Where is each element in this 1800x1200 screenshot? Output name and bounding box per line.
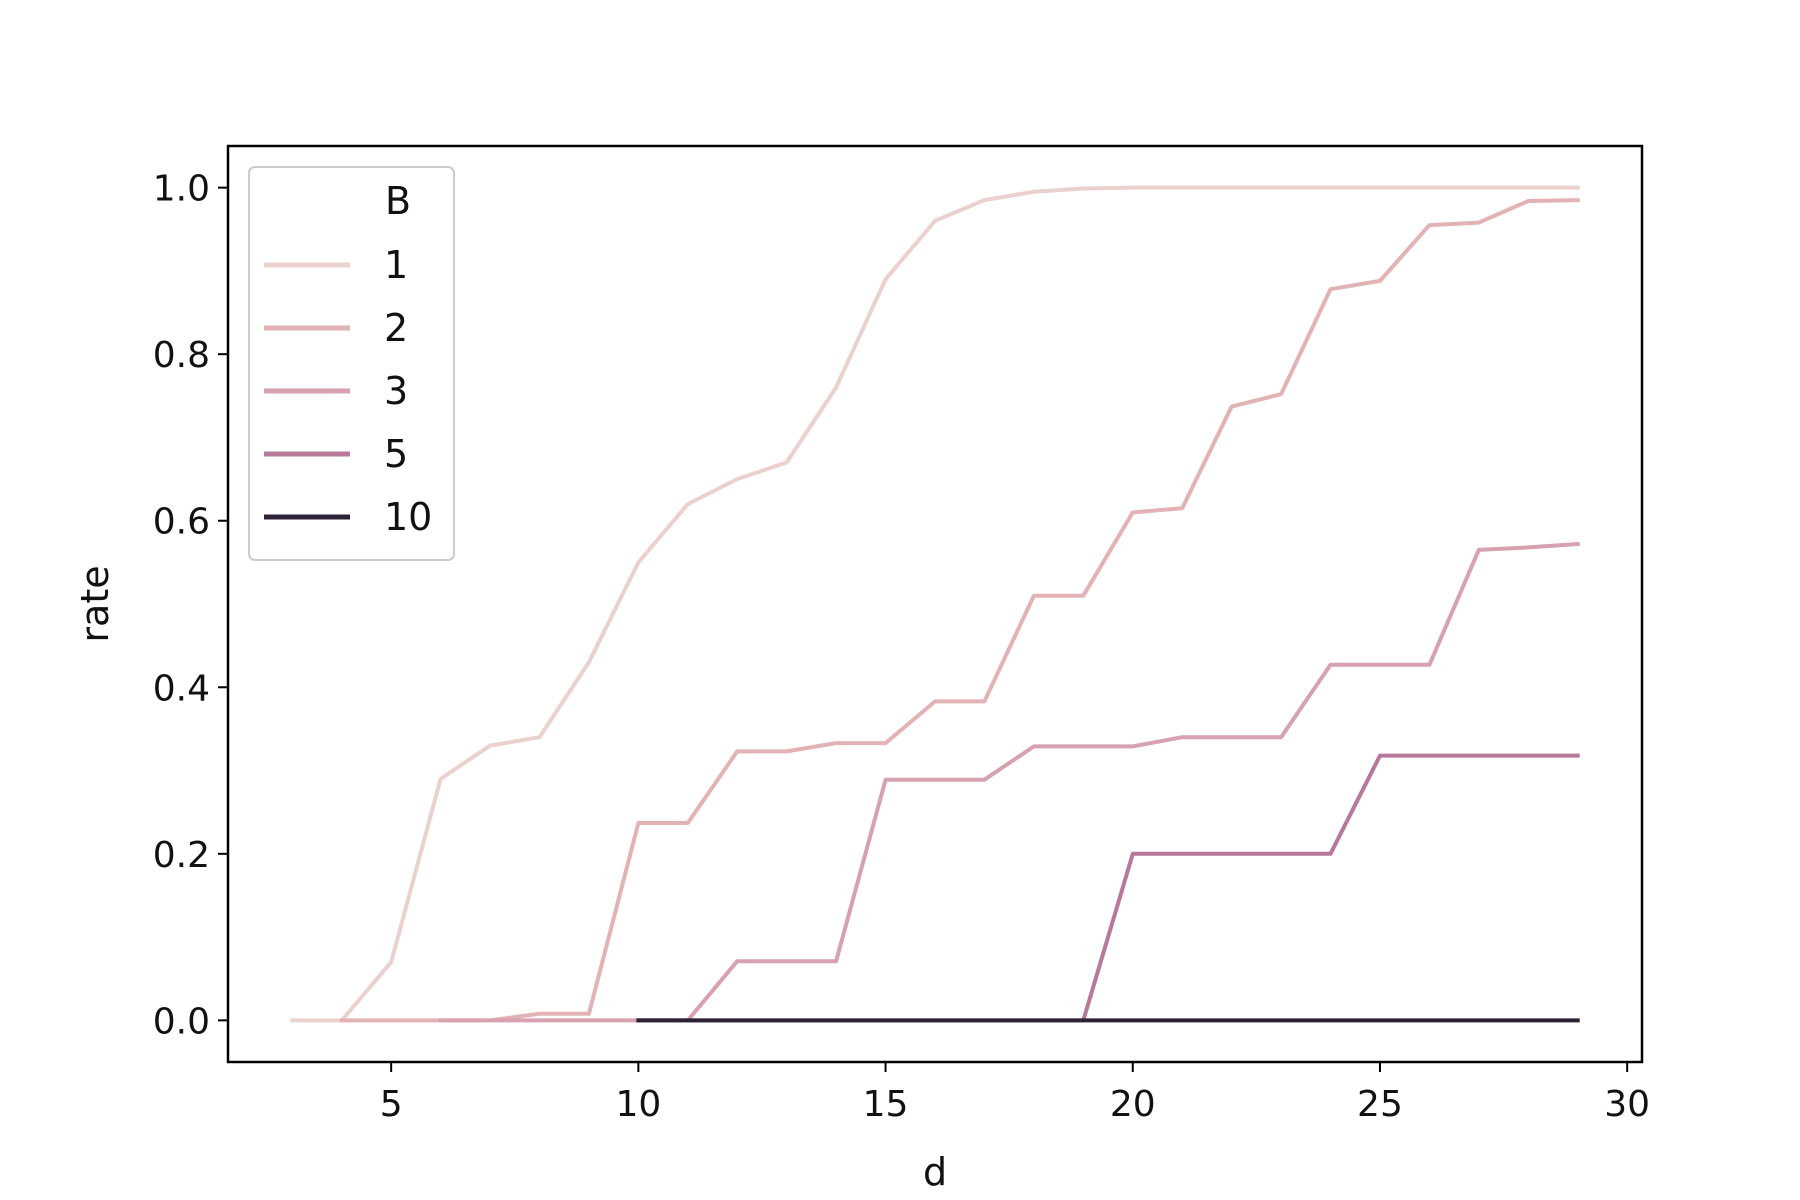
- y-axis: 0.0 0.2 0.4 0.6 0.8 1.0: [153, 169, 228, 1042]
- legend-entries: 1 2 3 5 10: [264, 243, 432, 539]
- y-tick-label: 0.8: [153, 335, 210, 376]
- legend-label-B-3: 3: [384, 369, 408, 413]
- plot-frame: [226, 144, 1644, 1064]
- series-line-B-5: [636, 753, 1580, 1023]
- y-axis-label: rate: [73, 565, 117, 642]
- series-line-B-2: [339, 198, 1580, 1023]
- y-tick-label: 0.6: [153, 502, 210, 543]
- legend-label-B-2: 2: [384, 306, 408, 350]
- x-tick-label: 15: [863, 1084, 909, 1125]
- y-tick-label: 0.4: [153, 668, 210, 709]
- series-layer: [290, 185, 1580, 1023]
- y-tick-label: 0.2: [153, 835, 210, 876]
- x-tick-label: 20: [1110, 1084, 1156, 1125]
- x-axis-label: d: [923, 1150, 947, 1194]
- x-axis: 5 10 15 20 25 30: [380, 1062, 1650, 1125]
- x-tick-label: 10: [615, 1084, 661, 1125]
- y-tick-label: 1.0: [153, 169, 210, 210]
- x-tick-label: 25: [1357, 1084, 1403, 1125]
- legend: B 1 2 3 5 10: [248, 166, 455, 561]
- series-line-B-3: [438, 541, 1580, 1023]
- legend-label-B-10: 10: [384, 495, 432, 539]
- legend-label-B-1: 1: [384, 243, 408, 287]
- legend-title: B: [385, 179, 411, 223]
- legend-label-B-5: 5: [384, 432, 408, 476]
- y-tick-label: 0.0: [153, 1001, 210, 1042]
- x-tick-label: 5: [380, 1084, 403, 1125]
- x-tick-label: 30: [1604, 1084, 1650, 1125]
- series-line-B-1: [290, 185, 1580, 1023]
